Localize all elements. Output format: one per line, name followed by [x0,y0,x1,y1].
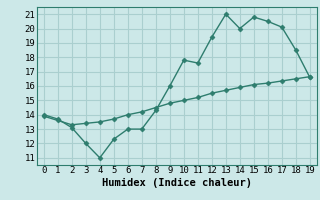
X-axis label: Humidex (Indice chaleur): Humidex (Indice chaleur) [102,178,252,188]
